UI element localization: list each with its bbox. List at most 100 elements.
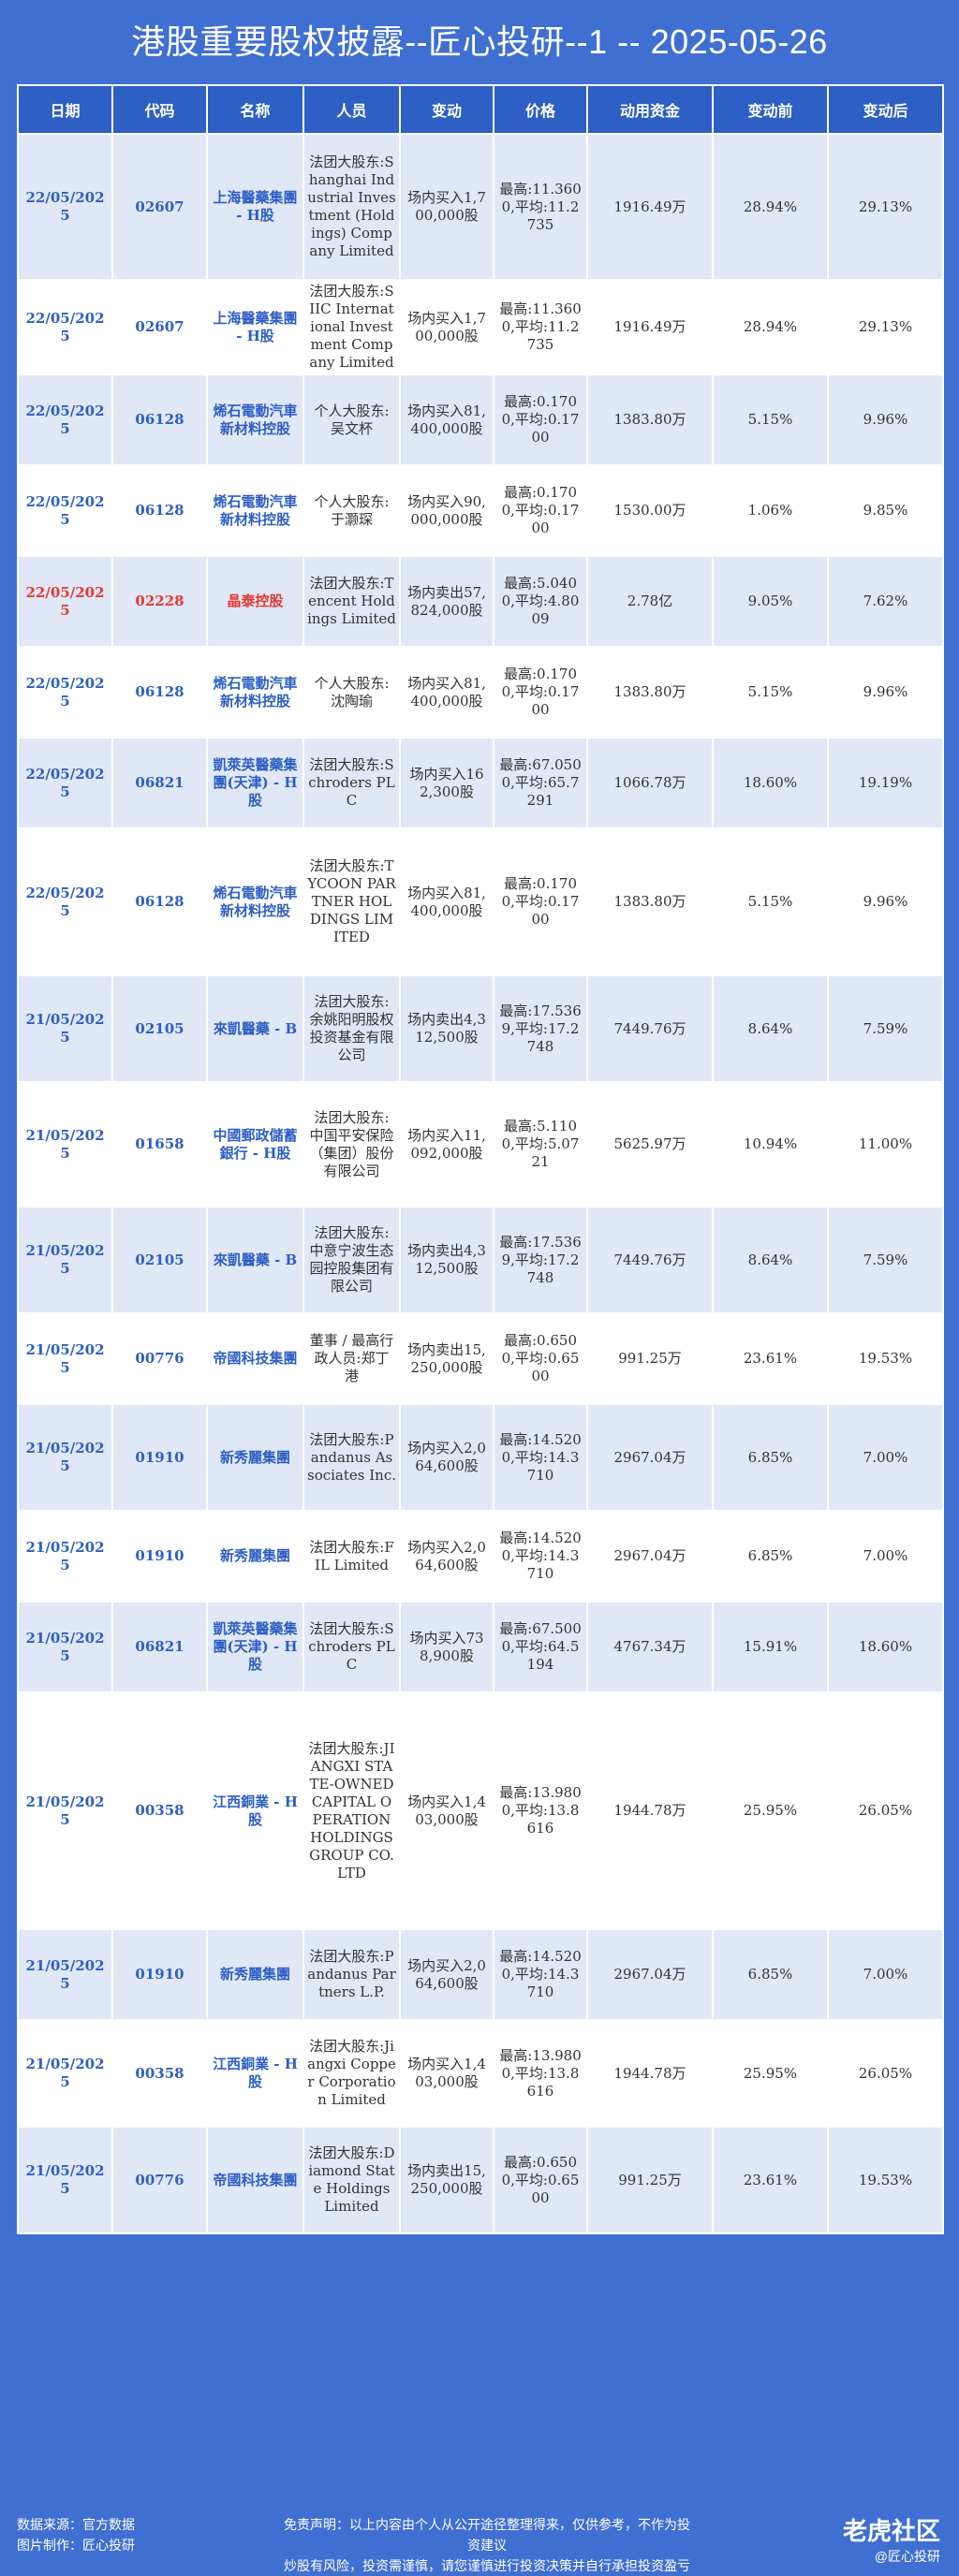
cell-after: 26.05% [827,1691,944,1930]
cell-after: 9.96% [827,646,944,739]
cell-price: 最高:0.1700,平均:0.1700 [493,827,588,976]
cell-change: 场内买入81,400,000股 [399,646,494,739]
cell-name: 來凱醫藥 - B [206,974,304,1083]
table-row[interactable]: 21/05/2025 01910 新秀麗集團 法团大股东:FIL Limited 场内买… [17,1510,944,1603]
cell-after: 19.53% [827,1312,944,1405]
cell-name: 晶泰控股 [206,555,304,648]
cell-price: 最高:5.0400,平均:4.8009 [493,555,588,648]
cell-change: 场内买入2,064,600股 [399,1403,494,1512]
disclosure-table: 日期 代码 名称 人员 变动 价格 动用资金 变动前 变动后 22/05/202… [17,84,944,2234]
cell-price: 最高:0.1700,平均:0.1700 [493,646,588,739]
cell-person: 法团大股东:TYCOON PARTNER HOLDINGS LIMITED [302,827,401,976]
table-row[interactable]: 22/05/2025 06128 烯石電動汽車新材料控股 法团大股东:TYCOON P… [17,827,944,976]
footer: 数据来源：官方数据 图片制作：匠心投研 免责声明：以上内容由个人从公开途径整理得… [0,2517,959,2573]
column-header-after[interactable]: 变动后 [827,84,944,135]
table-row[interactable]: 21/05/2025 02105 來凱醫藥 - B 法团大股东:余姚阳明股权投资基金有… [17,974,944,1083]
data-source-text: 数据来源：官方数据 [17,2517,135,2532]
cell-price: 最高:13.9800,平均:13.8616 [493,1691,588,1930]
cell-person: 法团大股东:Pandanus Associates Inc. [302,1403,401,1512]
cell-code: 01658 [111,1081,208,1208]
cell-name: 新秀麗集團 [206,1403,304,1512]
table-body: 22/05/2025 02607 上海醫藥集團 - H股 法团大股东:Shanghai… [17,133,944,2234]
column-header-person[interactable]: 人员 [302,84,401,135]
brand-name: 老虎社区 [842,2517,940,2545]
cell-person: 个人大股东:沈陶瑜 [302,646,401,739]
cell-price: 最高:67.0500,平均:65.7291 [493,737,588,829]
cell-code: 02105 [111,974,208,1083]
cell-person: 法团大股东:JIANGXI STATE-OWNED CAPITAL OPERAT… [302,1691,401,1930]
column-header-date[interactable]: 日期 [17,84,113,135]
cell-funds: 4767.34万 [586,1601,714,1693]
column-header-change[interactable]: 变动 [399,84,494,135]
cell-before: 9.05% [712,555,829,648]
cell-date: 22/05/2025 [17,555,113,648]
cell-change: 场内卖出4,312,500股 [399,1206,494,1314]
cell-date: 21/05/2025 [17,1403,113,1512]
table-row[interactable]: 22/05/2025 06128 烯石電動汽車新材料控股 个人大股东:于灏琛 场内买入9… [17,464,944,557]
table-row[interactable]: 21/05/2025 00776 帝國科技集團 法团大股东:Diamond State… [17,2126,944,2234]
cell-change: 场内买入2,064,600股 [399,1510,494,1603]
column-header-funds[interactable]: 动用资金 [586,84,714,135]
column-header-price[interactable]: 价格 [493,84,588,135]
cell-code: 06128 [111,373,208,466]
cell-person: 法团大股东:Shanghai Industrial Investment (Ho… [302,133,401,281]
cell-before: 1.06% [712,464,829,557]
cell-change: 场内卖出4,312,500股 [399,974,494,1083]
table-row[interactable]: 22/05/2025 02607 上海醫藥集團 - H股 法团大股东:SIIC Int… [17,279,944,375]
cell-price: 最高:13.9800,平均:13.8616 [493,2019,588,2128]
cell-person: 法团大股东:SIIC International Investment Comp… [302,279,401,375]
cell-date: 21/05/2025 [17,1928,113,2021]
column-header-code[interactable]: 代码 [111,84,208,135]
cell-price: 最高:14.5200,平均:14.3710 [493,1403,588,1512]
cell-before: 23.61% [712,1312,829,1405]
cell-name: 新秀麗集團 [206,1510,304,1603]
table-row[interactable]: 21/05/2025 01658 中國郵政儲蓄銀行 - H股 法团大股东:中国平安保险… [17,1081,944,1208]
table-row[interactable]: 21/05/2025 01910 新秀麗集團 法团大股东:Pandanus Assoc… [17,1403,944,1512]
cell-after: 7.59% [827,1206,944,1314]
cell-code: 01910 [111,1403,208,1512]
cell-after: 7.59% [827,974,944,1083]
cell-before: 28.94% [712,279,829,375]
cell-after: 26.05% [827,2019,944,2128]
cell-name: 江西銅業 - H股 [206,2019,304,2128]
table-row[interactable]: 21/05/2025 02105 來凱醫藥 - B 法团大股东:中意宁波生态园控股集团… [17,1206,944,1314]
cell-after: 29.13% [827,133,944,281]
cell-change: 场内卖出57,824,000股 [399,555,494,648]
cell-person: 法团大股东:Pandanus Partners L.P. [302,1928,401,2021]
cell-funds: 1530.00万 [586,464,714,557]
cell-funds: 5625.97万 [586,1081,714,1208]
cell-after: 11.00% [827,1081,944,1208]
cell-after: 19.19% [827,737,944,829]
cell-before: 23.61% [712,2126,829,2234]
cell-name: 帝國科技集團 [206,1312,304,1405]
table-row[interactable]: 22/05/2025 06128 烯石電動汽車新材料控股 个人大股东:吴文杯 场内买入8… [17,373,944,466]
cell-person: 法团大股东:中意宁波生态园控股集团有限公司 [302,1206,401,1314]
column-header-before[interactable]: 变动前 [712,84,829,135]
cell-funds: 1383.80万 [586,646,714,739]
table-row[interactable]: 21/05/2025 01910 新秀麗集團 法团大股东:Pandanus Partn… [17,1928,944,2021]
disclaimer-line-2: 炒股有风险，投资需谨慎，请您谨慎进行投资决策并自行承担投资盈亏 [284,2558,690,2573]
cell-code: 00358 [111,1691,208,1930]
cell-name: 烯石電動汽車新材料控股 [206,464,304,557]
cell-price: 最高:14.5200,平均:14.3710 [493,1510,588,1603]
cell-price: 最高:0.1700,平均:0.1700 [493,464,588,557]
cell-after: 29.13% [827,279,944,375]
cell-before: 25.95% [712,1691,829,1930]
table-row[interactable]: 22/05/2025 06821 凱萊英醫藥集團(天津) - H股 法团大股东:Sch… [17,737,944,829]
cell-person: 法团大股东:余姚阳明股权投资基金有限公司 [302,974,401,1083]
table-row[interactable]: 21/05/2025 06821 凱萊英醫藥集團(天津) - H股 法团大股东:Sch… [17,1601,944,1693]
cell-before: 5.15% [712,827,829,976]
table-row[interactable]: 21/05/2025 00776 帝國科技集團 董事 / 最高行政人员:郑丁港 场内卖出… [17,1312,944,1405]
cell-code: 06128 [111,646,208,739]
cell-name: 上海醫藥集團 - H股 [206,279,304,375]
table-row[interactable]: 21/05/2025 00358 江西銅業 - H股 法团大股东:Jiangxi Co… [17,2019,944,2128]
table-row[interactable]: 22/05/2025 02607 上海醫藥集團 - H股 法团大股东:Shanghai… [17,133,944,281]
table-row[interactable]: 21/05/2025 00358 江西銅業 - H股 法团大股东:JIANGXI ST… [17,1691,944,1930]
cell-person: 个人大股东:于灏琛 [302,464,401,557]
cell-person: 法团大股东:Tencent Holdings Limited [302,555,401,648]
table-row[interactable]: 22/05/2025 06128 烯石電動汽車新材料控股 个人大股东:沈陶瑜 场内买入8… [17,646,944,739]
table-row[interactable]: 22/05/2025 02228 晶泰控股 法团大股东:Tencent Holding… [17,555,944,648]
column-header-name[interactable]: 名称 [206,84,304,135]
cell-funds: 1383.80万 [586,373,714,466]
cell-change: 场内买入90,000,000股 [399,464,494,557]
